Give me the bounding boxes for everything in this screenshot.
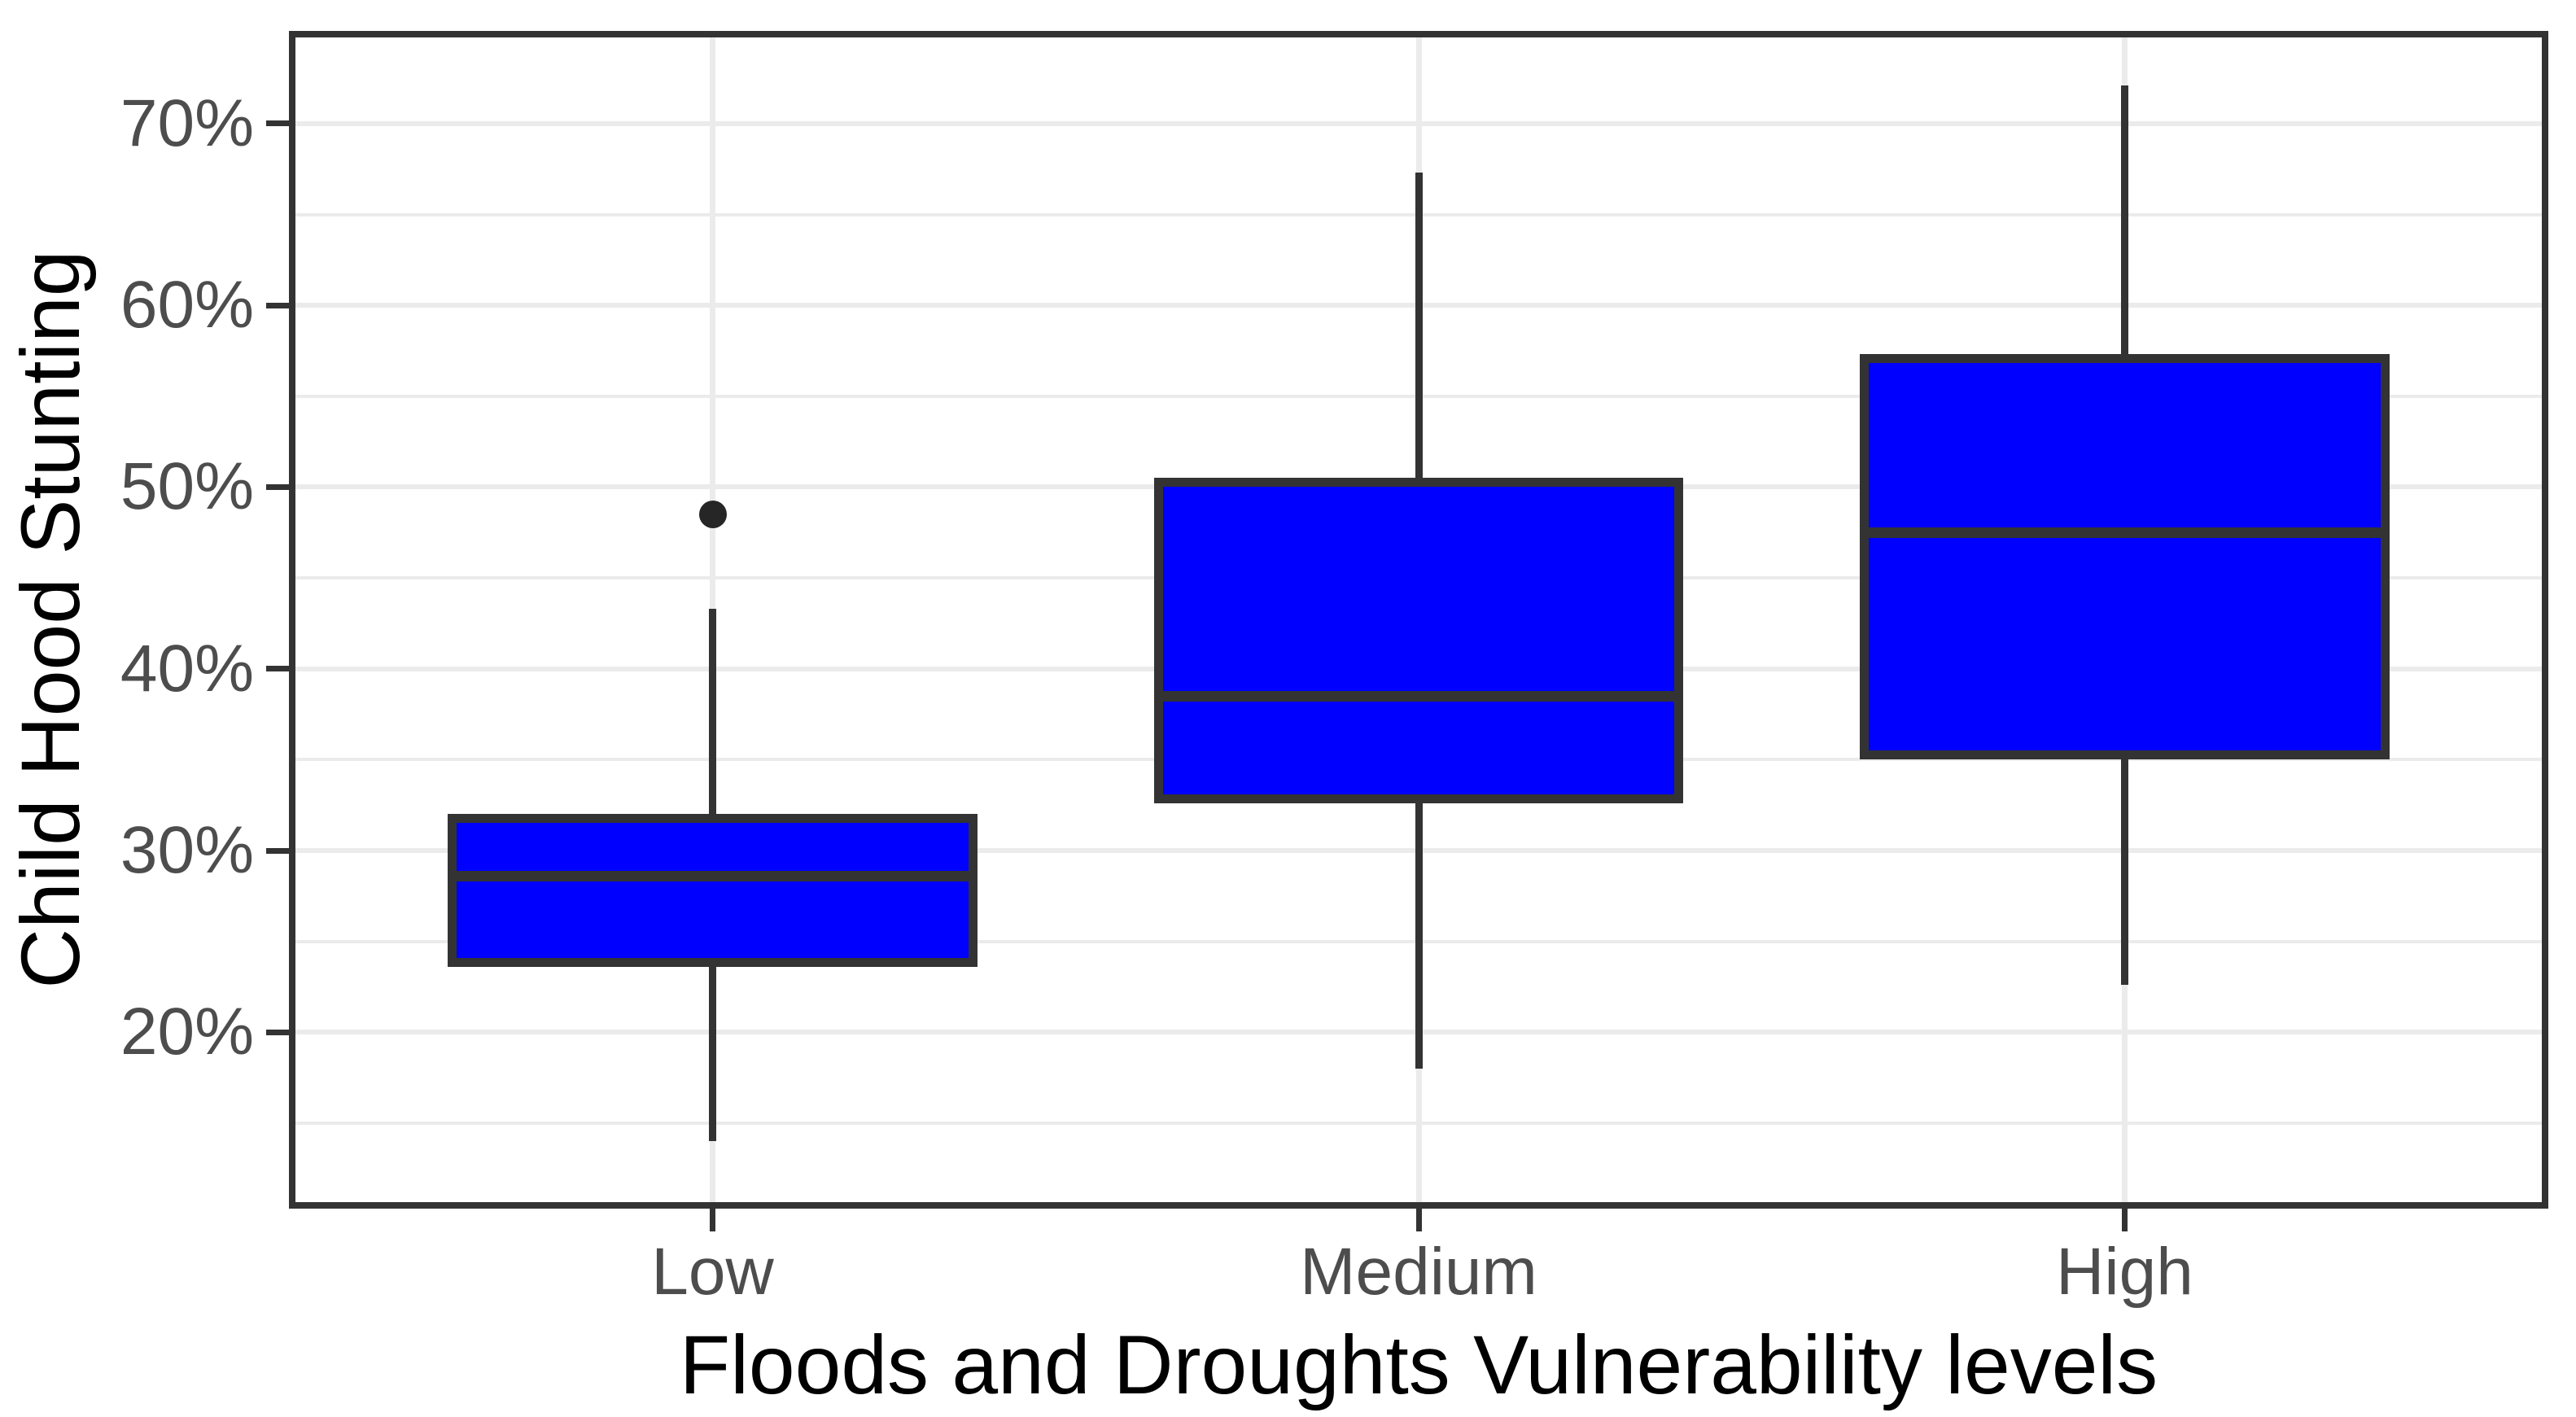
x-tick-mark (1415, 1209, 1422, 1231)
outlier-point (698, 500, 727, 528)
y-tick-label: 70% (120, 85, 254, 160)
x-tick-label: High (2056, 1235, 2193, 1309)
x-tick-label: Medium (1300, 1235, 1537, 1309)
y-axis-title: Child Hood Stunting (4, 250, 97, 989)
y-tick-label: 60% (120, 268, 254, 343)
x-tick-mark (710, 1209, 715, 1231)
y-tick-mark (266, 847, 289, 854)
y-tick-mark (266, 666, 289, 672)
plot-panel (289, 31, 2548, 1209)
x-tick-label: Low (651, 1235, 774, 1309)
box-iqr (1153, 478, 1684, 804)
y-tick-label: 40% (120, 631, 254, 706)
y-tick-mark (266, 483, 289, 490)
x-axis-title: Floods and Droughts Vulnerability levels (679, 1319, 2158, 1411)
y-tick-mark (266, 302, 289, 308)
median-line (1860, 527, 2390, 538)
y-tick-label: 20% (120, 995, 254, 1069)
median-line (448, 870, 977, 881)
box-iqr (1860, 354, 2390, 760)
y-tick-label: 30% (120, 813, 254, 888)
box-iqr (448, 814, 977, 967)
y-tick-mark (266, 120, 289, 127)
x-tick-mark (2122, 1209, 2128, 1231)
y-tick-mark (266, 1029, 289, 1035)
minor-gridline (289, 31, 2548, 35)
y-tick-label: 50% (120, 449, 254, 524)
median-line (1153, 690, 1684, 702)
minor-gridline (289, 1122, 2548, 1126)
major-gridline (289, 120, 2548, 126)
